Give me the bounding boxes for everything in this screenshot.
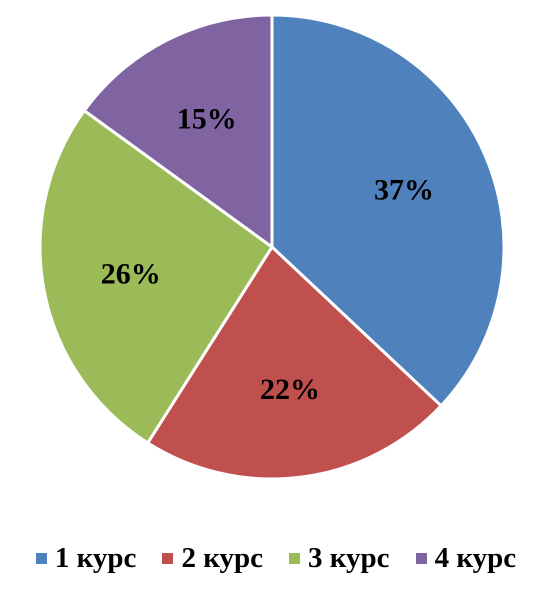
legend-swatch-3 bbox=[289, 552, 300, 564]
pie-plot-area: 37% 22% 26% 15% bbox=[38, 13, 506, 481]
legend-label-3: 3 курс bbox=[308, 541, 390, 574]
chart-legend: 1 курс 2 курс 3 курс 4 курс bbox=[0, 540, 552, 576]
data-label-1: 37% bbox=[374, 173, 434, 206]
legend-label-1: 1 курс bbox=[54, 541, 137, 574]
legend-swatch-1 bbox=[35, 552, 47, 564]
data-label-3: 26% bbox=[101, 257, 161, 290]
pie-slice-2 bbox=[146, 245, 443, 481]
legend-label-4: 4 курс bbox=[434, 541, 517, 574]
legend-item-1: 1 курс bbox=[35, 541, 137, 575]
data-label-2: 22% bbox=[260, 373, 320, 406]
legend-label-2: 2 курс bbox=[181, 541, 263, 574]
pie-slice-4 bbox=[82, 13, 274, 249]
pie-slices bbox=[38, 13, 506, 481]
legend-swatch-4 bbox=[415, 552, 427, 564]
data-label-4: 15% bbox=[177, 102, 237, 135]
legend-item-3: 3 курс bbox=[289, 542, 390, 575]
legend-item-2: 2 курс bbox=[162, 542, 263, 575]
pie-slice-1 bbox=[270, 13, 506, 408]
pie-data-labels: 37% 22% 26% 15% bbox=[101, 102, 434, 406]
legend-swatch-2 bbox=[162, 552, 174, 564]
pie-slice-3 bbox=[38, 109, 274, 445]
legend-item-4: 4 курс bbox=[415, 541, 517, 575]
